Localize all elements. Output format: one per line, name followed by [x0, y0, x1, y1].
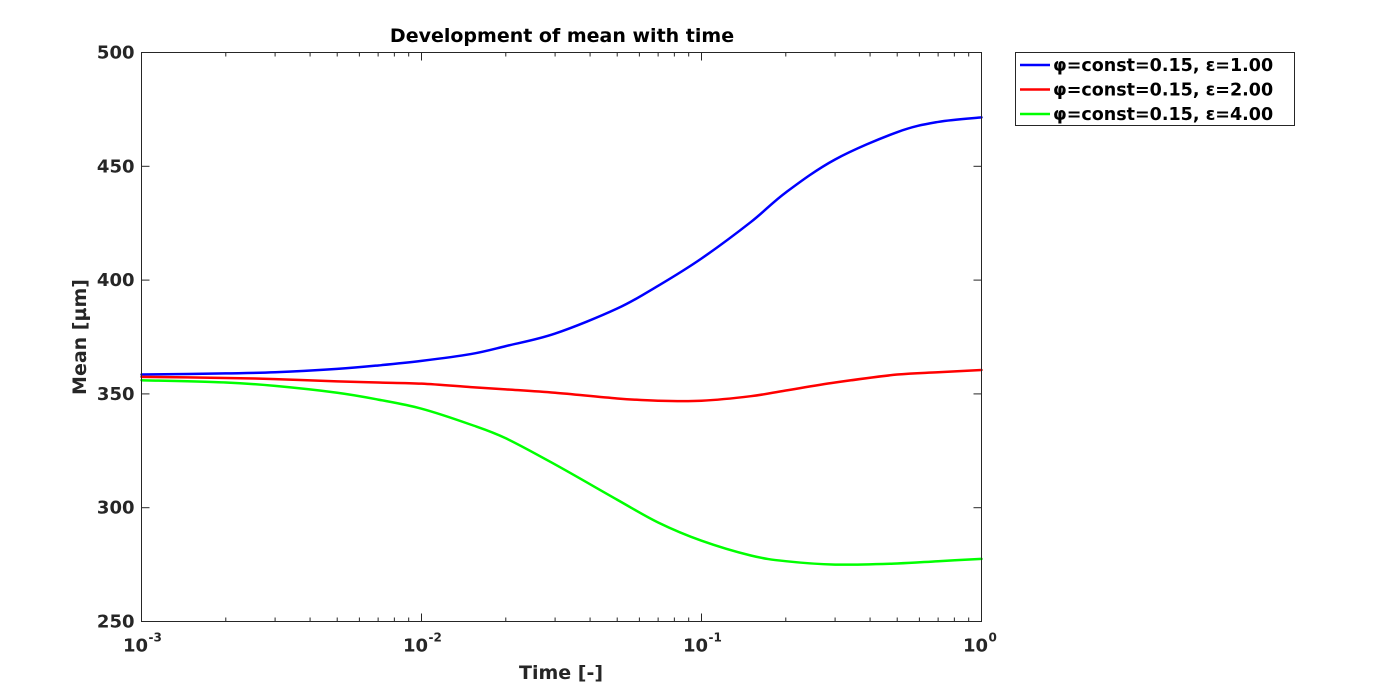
x-tick-label-exponent: -3: [149, 631, 162, 645]
legend-label-2: φ=const=0.15, ε=2.00: [1053, 81, 1273, 101]
x-tick-label-base: 10: [403, 636, 428, 657]
legend-box: [1015, 52, 1295, 126]
y-tick-label: 500: [97, 43, 135, 64]
series-layer: [140, 116, 983, 566]
y-tick-label: 400: [97, 270, 135, 291]
x-axis-label: Time [-]: [519, 662, 603, 684]
x-tick-label-base: 10: [683, 636, 708, 657]
y-tick-label: 300: [97, 498, 135, 519]
plot-area: [141, 52, 982, 622]
x-tick-label-exponent: -1: [709, 631, 722, 645]
legend-label-1: φ=const=0.15, ε=1.00: [1053, 56, 1273, 76]
y-tick-label: 250: [97, 612, 135, 633]
y-tick-label: 450: [97, 156, 135, 177]
legend: φ=const=0.15, ε=1.00 φ=const=0.15, ε=2.00…: [1015, 52, 1295, 126]
x-tick-label-exponent: 0: [989, 631, 997, 645]
x-tick-label-exponent: -2: [429, 631, 442, 645]
legend-label-3: φ=const=0.15, ε=4.00: [1053, 105, 1273, 125]
ticks-layer: [141, 52, 982, 622]
y-tick-label: 350: [97, 384, 135, 405]
x-tick-label-base: 10: [963, 636, 988, 657]
plot-frame: [141, 52, 982, 622]
x-tick-label-base: 10: [123, 636, 148, 657]
series-line-2: [140, 368, 983, 403]
series-line-1: [140, 116, 983, 376]
series-line-3: [140, 378, 983, 566]
y-axis-label: Mean [µm]: [69, 279, 91, 395]
chart-title: Development of mean with time: [390, 25, 734, 47]
